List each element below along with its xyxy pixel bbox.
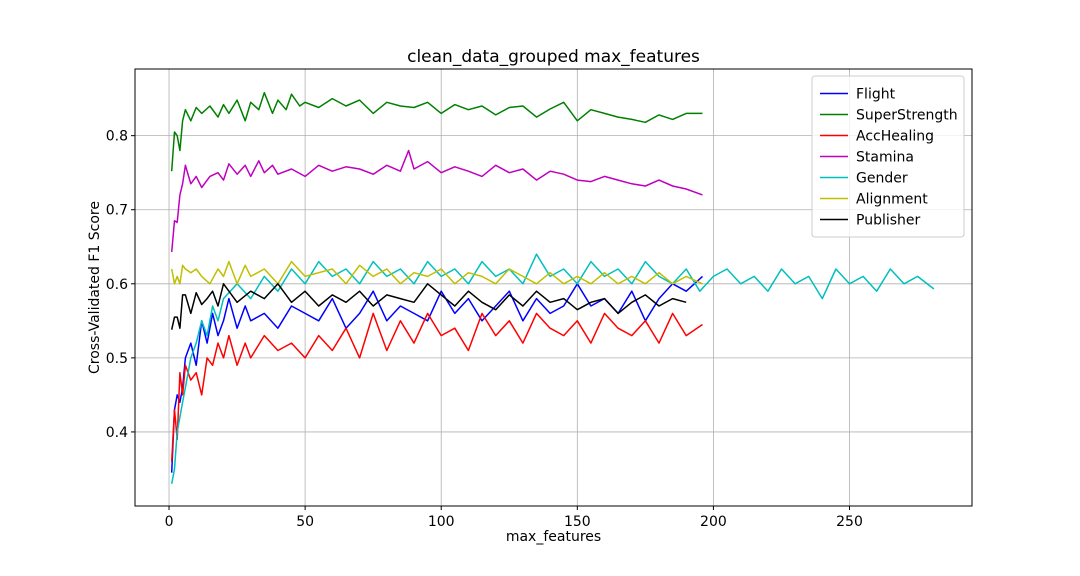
series-line-acchealing bbox=[170, 312, 703, 462]
legend-label: Stamina bbox=[856, 150, 914, 166]
series-lines bbox=[170, 91, 935, 484]
x-axis-title: max_features bbox=[506, 529, 601, 545]
y-tick-label: 0.8 bbox=[106, 129, 128, 145]
legend-label: SuperStrength bbox=[856, 108, 958, 124]
x-tick-label: 200 bbox=[700, 514, 727, 530]
legend-label: Flight bbox=[856, 87, 896, 103]
y-tick-label: 0.5 bbox=[106, 351, 128, 367]
y-tick-label: 0.4 bbox=[106, 425, 128, 441]
y-tick-label: 0.7 bbox=[106, 203, 128, 219]
plot-frame bbox=[134, 68, 973, 507]
y-axis-title: Cross-Validated F1 Score bbox=[87, 201, 103, 374]
legend-label: Publisher bbox=[856, 213, 921, 229]
series-line-gender bbox=[170, 253, 935, 484]
legend: Flight SuperStrength AccHealing Stamina Gend… bbox=[811, 75, 965, 238]
x-tick-label: 100 bbox=[428, 514, 455, 530]
series-line-stamina bbox=[170, 149, 703, 252]
chart-title: clean_data_grouped max_features bbox=[407, 47, 700, 67]
series-line-superstrength bbox=[170, 91, 703, 172]
x-tick-label: 150 bbox=[564, 514, 591, 530]
legend-label: AccHealing bbox=[856, 129, 934, 145]
legend-box bbox=[811, 75, 965, 238]
series-line-publisher bbox=[170, 283, 687, 330]
legend-label: Gender bbox=[856, 171, 908, 187]
x-tick-label: 0 bbox=[165, 514, 174, 530]
x-tick-label: 250 bbox=[836, 514, 863, 530]
axis-ticks: 0 50 100 150 200 250 0.4 0.5 0.6 0.7 0.8 bbox=[106, 129, 863, 530]
x-tick-label: 50 bbox=[296, 514, 314, 530]
legend-label: Alignment bbox=[856, 192, 928, 208]
y-tick-label: 0.6 bbox=[106, 277, 128, 293]
series-line-alignment bbox=[170, 260, 703, 285]
